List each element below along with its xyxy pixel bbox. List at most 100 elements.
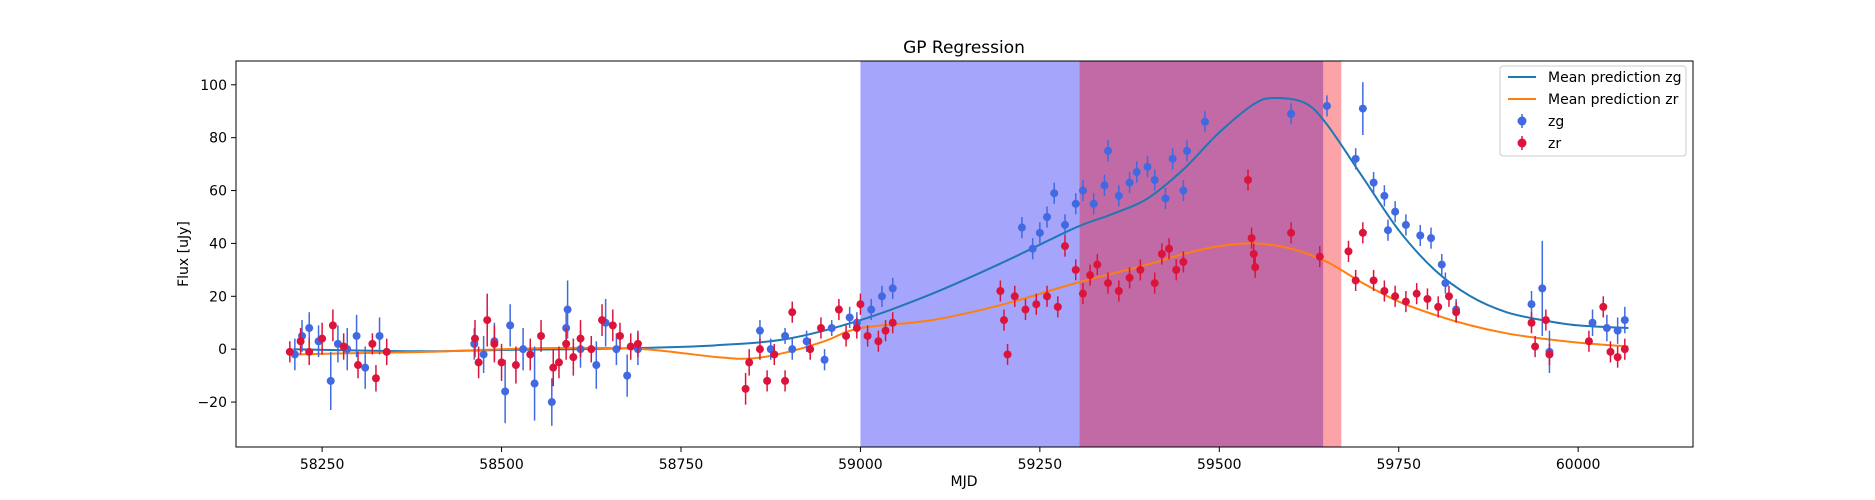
- data-point-zg: [781, 328, 790, 344]
- marker-zr: [474, 358, 483, 367]
- marker-zg: [519, 345, 528, 354]
- x-tick-label: 60000: [1556, 457, 1601, 473]
- data-point-zr: [856, 293, 865, 315]
- data-point-zg: [1168, 148, 1177, 170]
- marker-zr: [1165, 244, 1174, 253]
- data-point-zg: [755, 320, 764, 342]
- marker-zr: [1071, 265, 1080, 274]
- marker-zr: [1452, 308, 1461, 317]
- data-point-zr: [1527, 312, 1536, 334]
- data-point-zr: [576, 320, 585, 358]
- data-point-zr: [1172, 259, 1181, 281]
- data-point-zg: [1437, 254, 1446, 276]
- data-point-zr: [881, 320, 890, 342]
- marker-zr: [1251, 263, 1260, 272]
- data-point-zr: [781, 370, 790, 392]
- marker-zr: [285, 347, 294, 356]
- marker-zr: [1344, 247, 1353, 256]
- marker-zg: [1168, 154, 1177, 163]
- legend-label-mean-zr: Mean prediction zr: [1548, 92, 1679, 108]
- data-point-zr: [741, 372, 750, 405]
- marker-zg: [1441, 279, 1450, 288]
- marker-zr: [1527, 318, 1536, 327]
- marker-zr: [1444, 292, 1453, 301]
- data-point-zr: [1093, 254, 1102, 276]
- data-point-zr: [1249, 243, 1258, 265]
- marker-zr: [856, 300, 865, 309]
- data-point-zr: [1043, 285, 1052, 307]
- data-point-zg: [1017, 216, 1026, 239]
- data-point-zr: [1358, 222, 1367, 244]
- y-tick-label: 20: [209, 289, 227, 305]
- y-tick-label: 0: [218, 342, 227, 358]
- data-point-zg: [1441, 272, 1450, 294]
- marker-zr: [598, 316, 607, 325]
- data-point-zr: [1434, 296, 1443, 318]
- marker-zr: [1003, 350, 1012, 359]
- marker-zr: [382, 347, 391, 356]
- marker-zg: [1114, 191, 1123, 200]
- marker-zg: [592, 361, 601, 370]
- marker-zr: [339, 342, 348, 351]
- shaded-regions: [860, 61, 1342, 447]
- marker-zg: [1161, 194, 1170, 203]
- data-point-zg: [1078, 179, 1087, 202]
- marker-zg: [1538, 284, 1547, 293]
- data-point-zr: [1351, 269, 1360, 292]
- marker-zr: [497, 358, 506, 367]
- data-point-zg: [1391, 201, 1400, 223]
- data-point-zg: [1322, 95, 1331, 117]
- shaded-region-2: [1079, 61, 1324, 447]
- data-point-zr: [537, 320, 546, 352]
- data-point-zg: [877, 285, 886, 307]
- marker-zg: [1351, 154, 1360, 163]
- marker-zr: [1010, 292, 1019, 301]
- data-point-zr: [1003, 343, 1012, 366]
- data-point-zg: [375, 317, 384, 355]
- data-points: [285, 82, 1629, 426]
- data-point-zg: [867, 298, 876, 321]
- data-point-zg: [501, 359, 510, 424]
- data-point-zg: [1125, 172, 1134, 194]
- data-point-zr: [371, 365, 380, 392]
- marker-zr: [1053, 302, 1062, 311]
- marker-zg: [781, 331, 790, 340]
- data-point-zr: [1599, 296, 1608, 318]
- x-tick-label: 59250: [1018, 457, 1063, 473]
- marker-zg: [1028, 244, 1037, 253]
- data-point-zg: [888, 277, 897, 299]
- x-tick-label: 58500: [479, 457, 524, 473]
- marker-zr: [1104, 279, 1113, 288]
- marker-zg: [530, 379, 539, 388]
- data-point-zg: [479, 335, 488, 373]
- data-point-zg: [1035, 222, 1044, 244]
- marker-zg: [326, 376, 335, 385]
- data-point-zr: [1078, 283, 1087, 305]
- marker-zr: [1369, 276, 1378, 285]
- marker-zr: [1423, 294, 1432, 303]
- marker-zr: [587, 345, 596, 354]
- data-point-zr: [474, 346, 483, 379]
- data-point-zr: [562, 328, 571, 360]
- data-point-zr: [1541, 309, 1550, 331]
- data-point-zr: [339, 333, 348, 360]
- data-point-zr: [745, 349, 754, 376]
- marker-zg: [1100, 181, 1109, 190]
- marker-zr: [1021, 305, 1030, 314]
- marker-zg: [1125, 178, 1134, 187]
- marker-zg: [1043, 212, 1052, 221]
- marker-zr: [1179, 257, 1188, 266]
- data-point-zr: [490, 325, 499, 363]
- data-point-zr: [852, 317, 861, 339]
- data-point-zr: [863, 325, 872, 347]
- marker-zg: [1287, 109, 1296, 118]
- marker-zg: [1416, 231, 1425, 240]
- plot-frame: [235, 60, 1694, 448]
- marker-zg: [1035, 228, 1044, 237]
- marker-zr: [1412, 289, 1421, 298]
- marker-zr: [1287, 228, 1296, 237]
- marker-zg: [1071, 199, 1080, 208]
- data-point-zr: [1444, 285, 1453, 307]
- marker-zr: [1093, 260, 1102, 269]
